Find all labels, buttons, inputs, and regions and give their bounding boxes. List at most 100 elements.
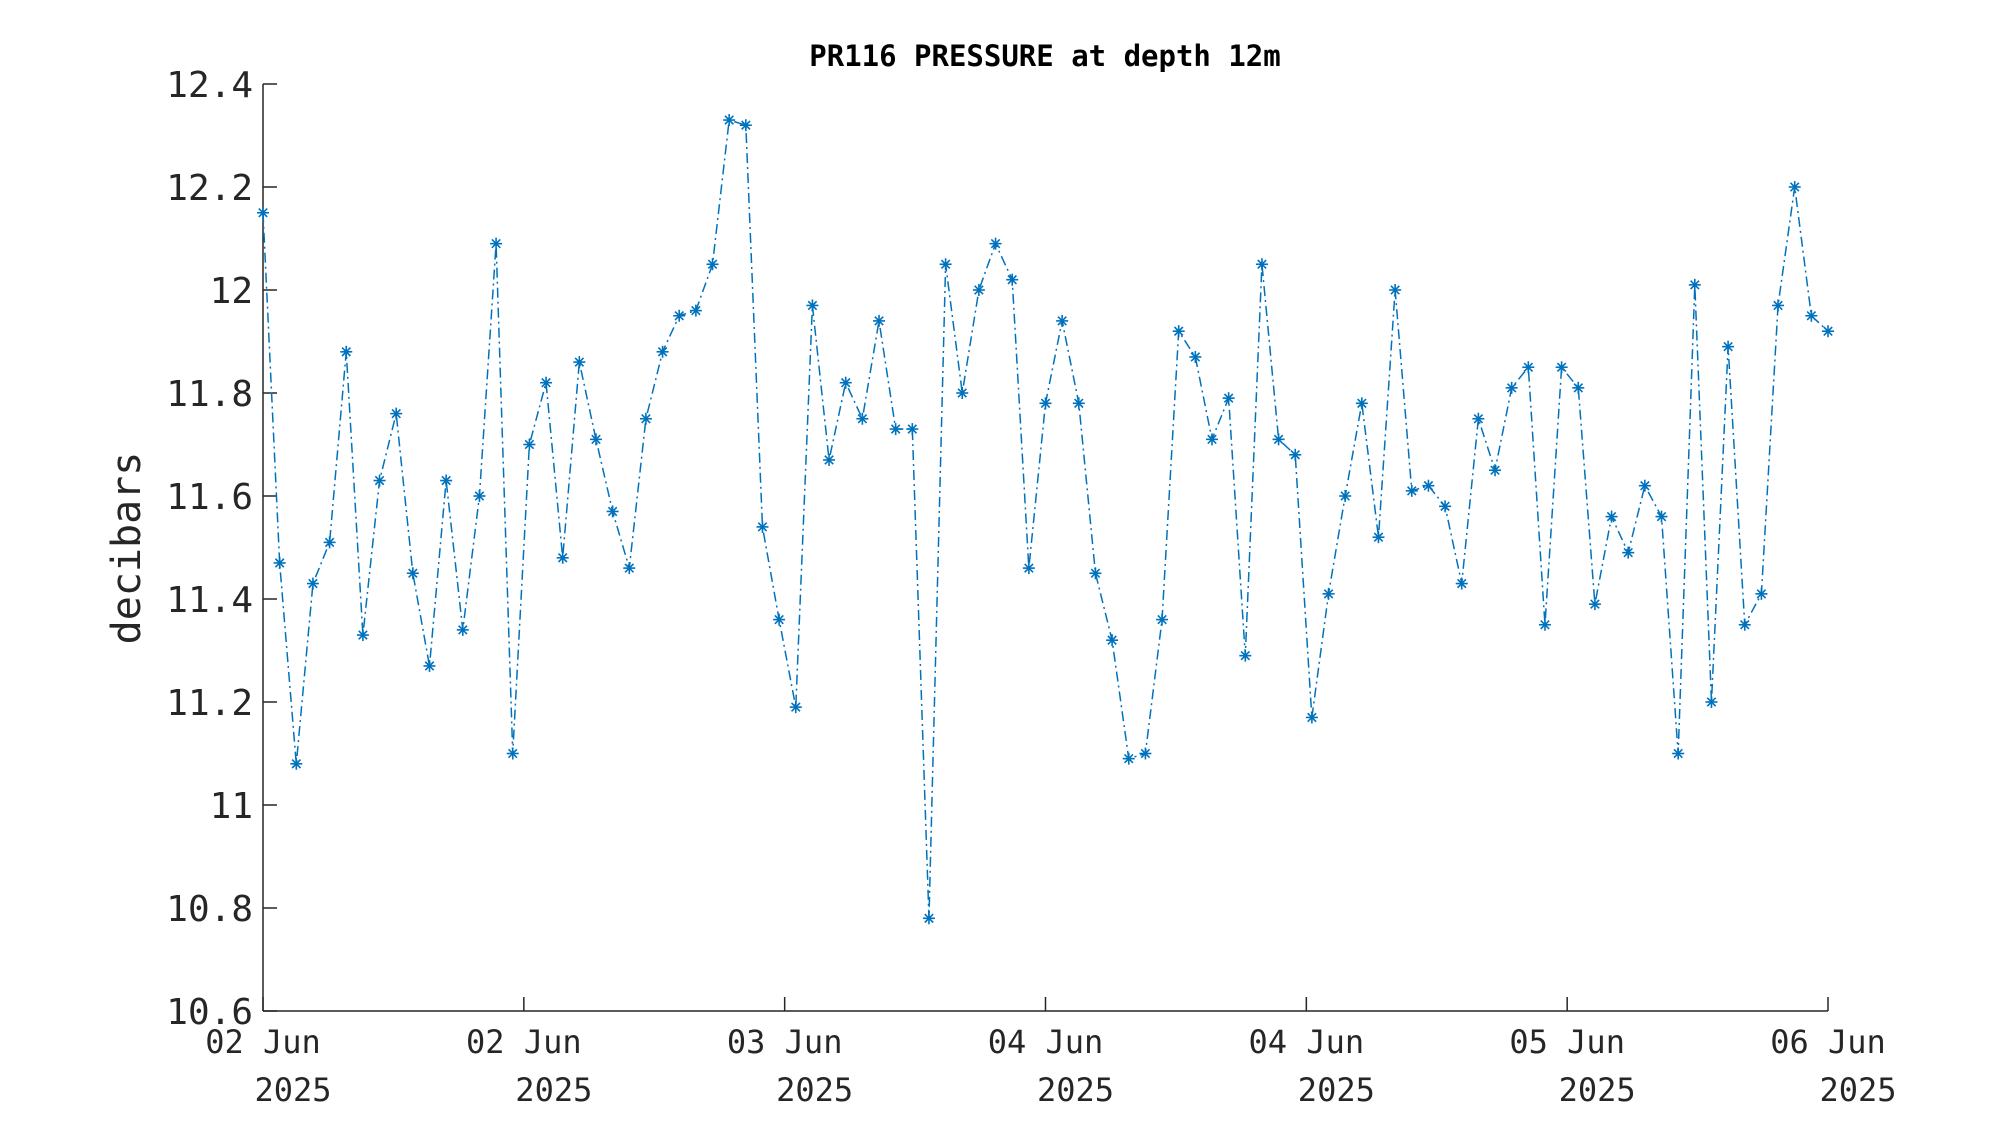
marker-stroke: [1340, 491, 1350, 501]
x-tick-label-year: 2025: [1037, 1071, 1114, 1109]
data-point: [1489, 464, 1502, 477]
data-point: [356, 629, 369, 642]
marker-stroke: [1107, 635, 1117, 645]
marker-stroke: [1323, 589, 1334, 599]
data-point: [939, 258, 952, 271]
x-tick-label-day: 02 Jun: [466, 1023, 582, 1061]
marker-stroke: [557, 553, 568, 563]
series-group: [257, 114, 1834, 925]
marker-stroke: [358, 630, 368, 640]
data-point: [1305, 711, 1318, 724]
data-point: [1355, 397, 1368, 410]
marker-stroke: [1307, 712, 1317, 723]
data-point: [340, 345, 353, 358]
marker-stroke: [1490, 465, 1500, 476]
data-point: [1572, 381, 1585, 394]
data-point: [1622, 546, 1635, 559]
data-point: [573, 356, 586, 369]
marker-stroke: [807, 300, 818, 311]
marker-stroke: [458, 625, 468, 635]
data-point: [1588, 598, 1601, 611]
marker-stroke: [1240, 650, 1251, 661]
data-point: [556, 551, 569, 564]
marker-stroke: [1756, 589, 1767, 599]
marker-stroke: [308, 578, 318, 589]
data-point: [1522, 361, 1535, 374]
marker-stroke: [1673, 748, 1683, 759]
data-point: [823, 453, 836, 466]
data-point: [1205, 433, 1218, 446]
marker-stroke: [1506, 383, 1517, 393]
data-point: [889, 423, 902, 436]
marker-stroke: [524, 439, 535, 450]
marker-stroke: [1140, 748, 1151, 759]
marker-stroke: [341, 347, 352, 357]
marker-stroke: [1123, 753, 1134, 764]
x-tick-label-day: 06 Jun: [1770, 1023, 1886, 1061]
marker-stroke: [1423, 480, 1434, 491]
data-point: [739, 119, 752, 132]
data-point: [839, 376, 852, 389]
data-point: [689, 304, 702, 317]
marker-stroke: [774, 614, 784, 625]
x-tick-label-day: 02 Jun: [205, 1023, 321, 1061]
marker-stroke: [657, 347, 668, 357]
y-tick-label: 10.6: [166, 992, 253, 1033]
marker-stroke: [1573, 383, 1584, 393]
data-point: [423, 659, 436, 672]
data-point: [1688, 278, 1701, 291]
marker-stroke: [907, 424, 918, 434]
marker-stroke: [791, 702, 801, 712]
data-point: [1255, 258, 1268, 271]
data-point: [856, 412, 869, 425]
data-point: [1738, 618, 1751, 631]
marker-stroke: [1440, 501, 1450, 512]
marker-stroke: [1623, 547, 1633, 558]
marker-stroke: [574, 357, 585, 367]
data-point: [1638, 479, 1651, 492]
marker-stroke: [1523, 362, 1534, 373]
data-point: [639, 412, 652, 425]
data-point: [1222, 392, 1235, 405]
data-point: [506, 747, 519, 760]
marker-stroke: [491, 238, 501, 249]
data-point: [540, 376, 553, 389]
data-point: [773, 613, 786, 626]
data-point: [1172, 325, 1185, 338]
marker-stroke: [757, 522, 768, 532]
data-point: [290, 757, 303, 770]
data-point: [1405, 484, 1418, 497]
x-tick-label-day: 04 Jun: [988, 1023, 1104, 1061]
marker-stroke: [291, 759, 302, 769]
marker-stroke: [1007, 274, 1017, 285]
data-point: [273, 556, 286, 569]
marker-stroke: [591, 434, 601, 445]
marker-stroke: [1207, 434, 1217, 445]
data-point: [1089, 567, 1102, 580]
data-point: [1822, 325, 1834, 338]
data-point: [473, 490, 486, 502]
marker-stroke: [507, 748, 518, 759]
y-tick-label: 12.2: [166, 168, 253, 209]
marker-stroke: [607, 506, 618, 517]
marker-stroke: [1473, 413, 1484, 424]
x-tick-label-year: 2025: [1559, 1071, 1636, 1109]
data-point: [1805, 309, 1818, 322]
marker-stroke: [424, 661, 435, 671]
data-point: [1472, 412, 1485, 425]
y-tick-label: 11.6: [166, 477, 253, 518]
data-point: [523, 438, 536, 451]
data-point: [989, 237, 1002, 250]
marker-stroke: [1223, 393, 1234, 403]
marker-stroke: [707, 259, 718, 270]
marker-stroke: [1190, 352, 1201, 362]
data-point: [972, 284, 985, 296]
marker-stroke: [1357, 398, 1367, 409]
marker-stroke: [1590, 599, 1600, 609]
y-tick-label: 11.4: [166, 580, 253, 621]
data-point: [1605, 510, 1618, 523]
marker-stroke: [624, 563, 635, 573]
data-point: [1389, 284, 1402, 296]
marker-stroke: [1773, 300, 1783, 311]
